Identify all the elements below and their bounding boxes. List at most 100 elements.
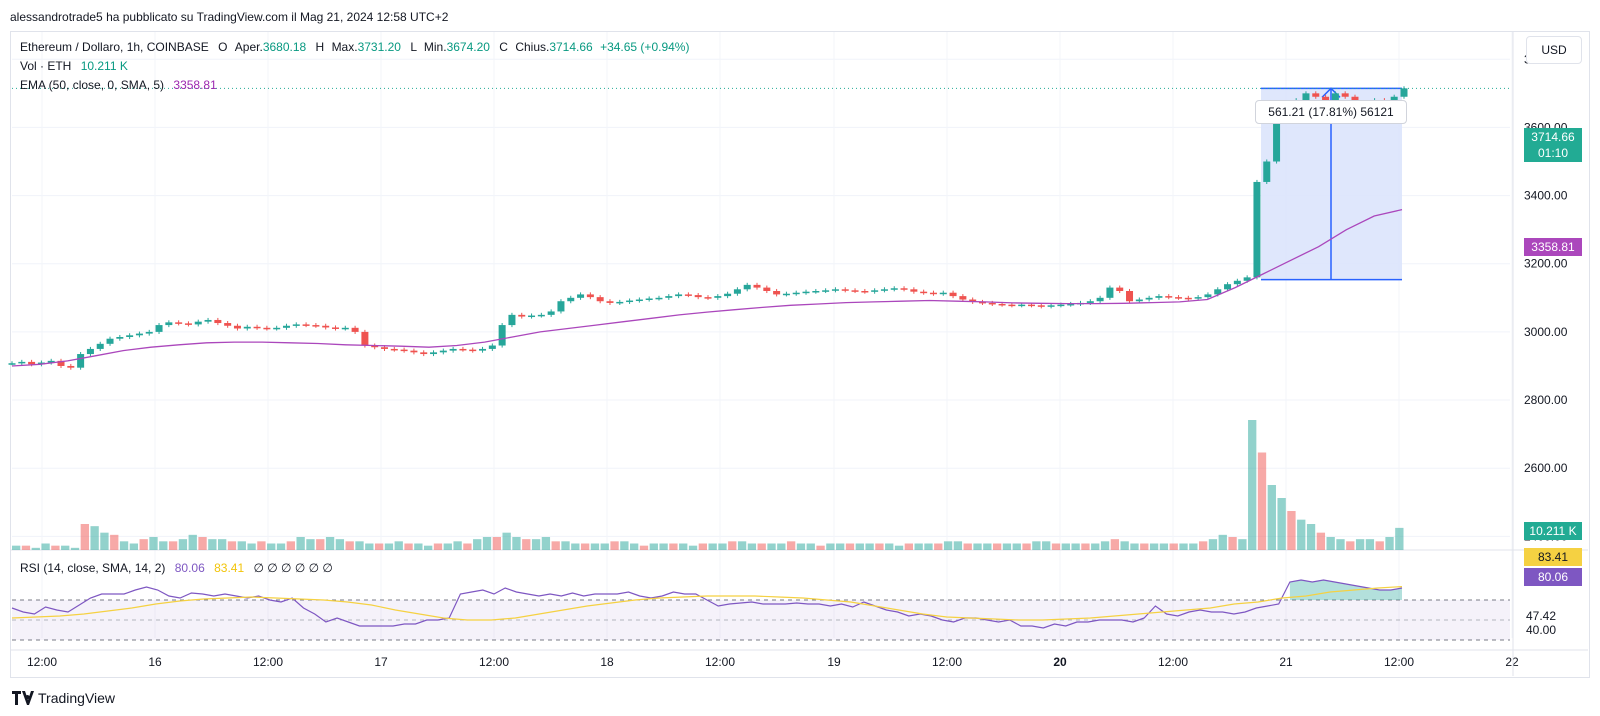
candle-body xyxy=(714,296,722,298)
candle-body xyxy=(616,301,624,304)
volume-bar xyxy=(836,543,845,550)
volume-bar xyxy=(139,539,148,550)
volume-bar xyxy=(1248,420,1257,550)
candle-body xyxy=(655,297,663,300)
volume-bar xyxy=(728,541,737,550)
volume-bar xyxy=(168,541,178,550)
volume-bar xyxy=(1365,539,1375,550)
candle-body xyxy=(1047,305,1055,307)
volume-bar xyxy=(826,543,835,550)
time-tick-label: 12:00 xyxy=(27,655,57,669)
volume-bar xyxy=(767,543,776,550)
candle-body xyxy=(194,321,202,325)
candle-body xyxy=(1214,289,1222,295)
volume-bar xyxy=(443,543,452,550)
candle-body xyxy=(302,324,310,326)
candle-body xyxy=(1224,284,1232,290)
candle-body xyxy=(273,327,281,330)
candle-body xyxy=(322,325,330,328)
volume-bar xyxy=(983,543,992,550)
candle-body xyxy=(802,291,810,294)
ema-label[interactable]: EMA (50, close, 0, SMA, 5) xyxy=(20,78,165,92)
volume-bar xyxy=(1081,543,1090,550)
candle-body xyxy=(998,303,1006,306)
candle-body xyxy=(224,323,232,326)
volume-bar xyxy=(796,543,806,550)
candle-body xyxy=(969,299,977,302)
candle-body xyxy=(116,337,124,339)
currency-button[interactable]: USD xyxy=(1526,36,1582,64)
candle-body xyxy=(67,365,75,368)
candle-body xyxy=(488,345,496,349)
volume-label[interactable]: Vol · ETH xyxy=(20,59,72,73)
volume-bar xyxy=(973,543,982,550)
candle-body xyxy=(606,301,614,303)
candle-body xyxy=(47,360,55,363)
candle-body xyxy=(861,291,869,293)
symbol-legend: Ethereum / Dollaro, 1h, COINBASE O Aper.… xyxy=(20,40,689,54)
volume-bar xyxy=(198,537,207,550)
candle-body xyxy=(1037,305,1045,307)
candle-body xyxy=(929,292,937,295)
volume-bar xyxy=(502,532,511,550)
volume-legend: Vol · ETH 10.211 K xyxy=(20,59,128,73)
low-label: L xyxy=(410,40,417,54)
close-label: C xyxy=(499,40,508,54)
tradingview-logo[interactable]: TradingView xyxy=(12,690,115,706)
volume-bar xyxy=(1228,537,1237,550)
volume-bar xyxy=(698,543,707,550)
candle-body xyxy=(86,348,94,355)
candle-body xyxy=(684,294,692,296)
volume-bar xyxy=(885,543,894,550)
candle-body xyxy=(1126,291,1134,302)
rsi-label[interactable]: RSI (14, close, SMA, 14, 2) xyxy=(20,561,166,575)
candle-body xyxy=(675,294,683,297)
volume-bar xyxy=(737,541,747,550)
time-tick-label: 12:00 xyxy=(932,655,962,669)
volume-bar xyxy=(1267,485,1276,550)
volume-bar xyxy=(1385,537,1394,550)
candle-body xyxy=(518,314,526,317)
candle-body xyxy=(498,325,506,346)
volume-bar xyxy=(688,545,698,550)
volume-bar xyxy=(1140,543,1149,550)
volume-bar xyxy=(551,541,560,550)
symbol-name[interactable]: Ethereum / Dollaro, 1h, COINBASE xyxy=(20,40,209,54)
candle-body xyxy=(1067,303,1075,306)
rsi-extra-values: ∅ ∅ ∅ ∅ ∅ ∅ xyxy=(253,561,333,575)
volume-bar xyxy=(777,543,786,550)
volume-bar xyxy=(482,537,492,550)
volume-bar xyxy=(659,543,668,550)
candle-body xyxy=(851,290,859,292)
candle-body xyxy=(243,326,251,329)
volume-bar xyxy=(718,543,727,550)
volume-bar xyxy=(904,543,914,550)
volume-bar xyxy=(218,539,227,550)
rsi-ma-price-label: 83.41 xyxy=(1524,548,1582,566)
volume-bar xyxy=(512,537,521,550)
candle-body xyxy=(1322,96,1330,101)
volume-bar xyxy=(679,543,688,550)
candle-body xyxy=(567,297,575,302)
time-tick-label: 12:00 xyxy=(1158,655,1188,669)
volume-bar xyxy=(129,543,139,550)
candle-body xyxy=(910,289,918,292)
candle-body xyxy=(1312,93,1320,97)
candle-body xyxy=(949,292,957,297)
rsi-legend: RSI (14, close, SMA, 14, 2) 80.06 83.41 … xyxy=(20,561,333,575)
volume-bar xyxy=(747,543,757,550)
volume-bar xyxy=(1110,539,1120,550)
candle-body xyxy=(743,284,751,290)
volume-bar xyxy=(1100,541,1110,550)
candle-body xyxy=(351,327,359,332)
candle-body xyxy=(1263,161,1271,182)
volume-bar xyxy=(404,543,413,550)
candle-body xyxy=(204,319,212,322)
countdown-value: 01:10 xyxy=(1537,146,1569,160)
candle-body xyxy=(263,327,271,330)
candle-body xyxy=(773,291,781,295)
candle-body xyxy=(978,301,986,304)
volume-bar xyxy=(963,543,972,550)
candle-body xyxy=(1086,301,1094,303)
volume-bar xyxy=(1071,543,1080,550)
